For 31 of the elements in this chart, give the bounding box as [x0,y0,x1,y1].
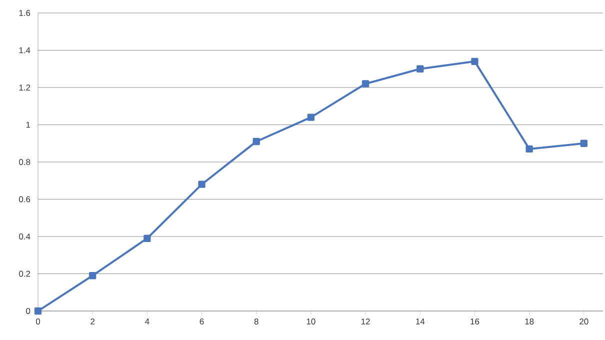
point [34,307,42,315]
x-tick-label: 8 [254,318,258,325]
point [362,80,370,88]
y-tick-label: 0 [26,308,30,314]
point [252,138,260,146]
point [416,65,424,72]
x-tick-label: 2 [90,318,95,324]
x-tick-label: 20 [580,318,588,325]
x-tick-label: 10 [306,318,316,325]
point [526,145,533,153]
x-tick-label: 4 [145,318,150,324]
y-tick-label: 1 [26,122,30,128]
y-tick-label: 1.6 [19,10,30,16]
point [580,140,588,147]
y-tick-label: 0.2 [19,270,30,277]
y-tick-label: 0.8 [19,159,30,165]
x-tick-label: 6 [200,318,204,325]
y-tick-label: 0.6 [19,196,30,202]
y-tick-label: 1.4 [19,47,30,54]
x-tick-label: 14 [416,318,425,324]
point [307,114,315,121]
point [198,180,206,188]
x-tick-label: 16 [470,318,480,325]
y-tick-label: 0.4 [19,234,30,240]
x-tick-label: 12 [361,318,370,324]
point [471,58,478,66]
x-tick-label: 0 [36,318,40,325]
point [89,272,96,280]
point [144,234,151,242]
x-tick-label: 18 [525,318,534,325]
y-tick-label: 1.2 [19,84,30,90]
